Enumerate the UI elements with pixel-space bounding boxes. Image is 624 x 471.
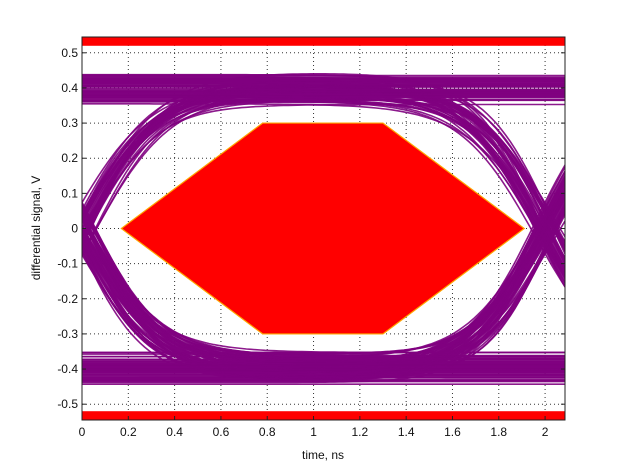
eye-trace [82,98,565,265]
eye-trace [82,73,565,244]
eye-trace [82,88,565,242]
eye-trace [82,187,565,356]
y-tick-label: 0 [71,222,78,236]
x-axis-ticks: 0 0.2 0.4 0.6 0.8 1 1.2 1.4 1.6 1.8 2 [79,416,549,439]
y-tick-label: 0.5 [61,46,78,60]
eye-trace [82,210,565,376]
x-tick-label: 0.6 [213,425,230,439]
y-tick-label: -0.3 [57,327,78,341]
eye-trace [82,190,565,380]
eye-trace [82,211,565,360]
mask-bands [82,37,565,420]
x-tick-label: 0.4 [166,425,183,439]
y-tick-label: 0.2 [61,151,78,165]
y-tick-label: -0.5 [57,397,78,411]
mask-band-lower [82,411,565,420]
eye-trace [82,85,565,240]
mask-band-upper [82,37,565,46]
y-tick-label: 0.4 [61,81,78,95]
x-tick-label: 2 [542,425,549,439]
y-tick-label: -0.4 [57,362,78,376]
x-tick-label: 1.8 [490,425,507,439]
x-tick-label: 0 [79,425,86,439]
eye-trace [82,89,565,258]
x-tick-label: 1.6 [444,425,461,439]
x-tick-label: 0.2 [120,425,137,439]
y-axis-label: differential signal, V [29,176,43,281]
y-tick-label: 0.1 [61,186,78,200]
x-axis-label: time, ns [302,448,344,462]
y-tick-label: -0.1 [57,257,78,271]
y-tick-label: -0.2 [57,292,78,306]
eye-trace [82,215,565,374]
eye-trace [82,83,565,215]
eye-trace [82,96,565,265]
y-axis-ticks: -0.5 -0.4 -0.3 -0.2 -0.1 0 0.1 0.2 0.3 0.4 0.5 [57,46,565,411]
eye-trace [82,85,565,271]
y-tick-label: 0.3 [61,116,78,130]
x-tick-label: 1.2 [352,425,369,439]
eye-traces [82,73,565,386]
eye-trace [82,103,565,266]
x-tick-label: 0.8 [259,425,276,439]
x-tick-label: 1.4 [398,425,415,439]
eye-mask [120,122,526,335]
x-tick-label: 1 [310,425,317,439]
